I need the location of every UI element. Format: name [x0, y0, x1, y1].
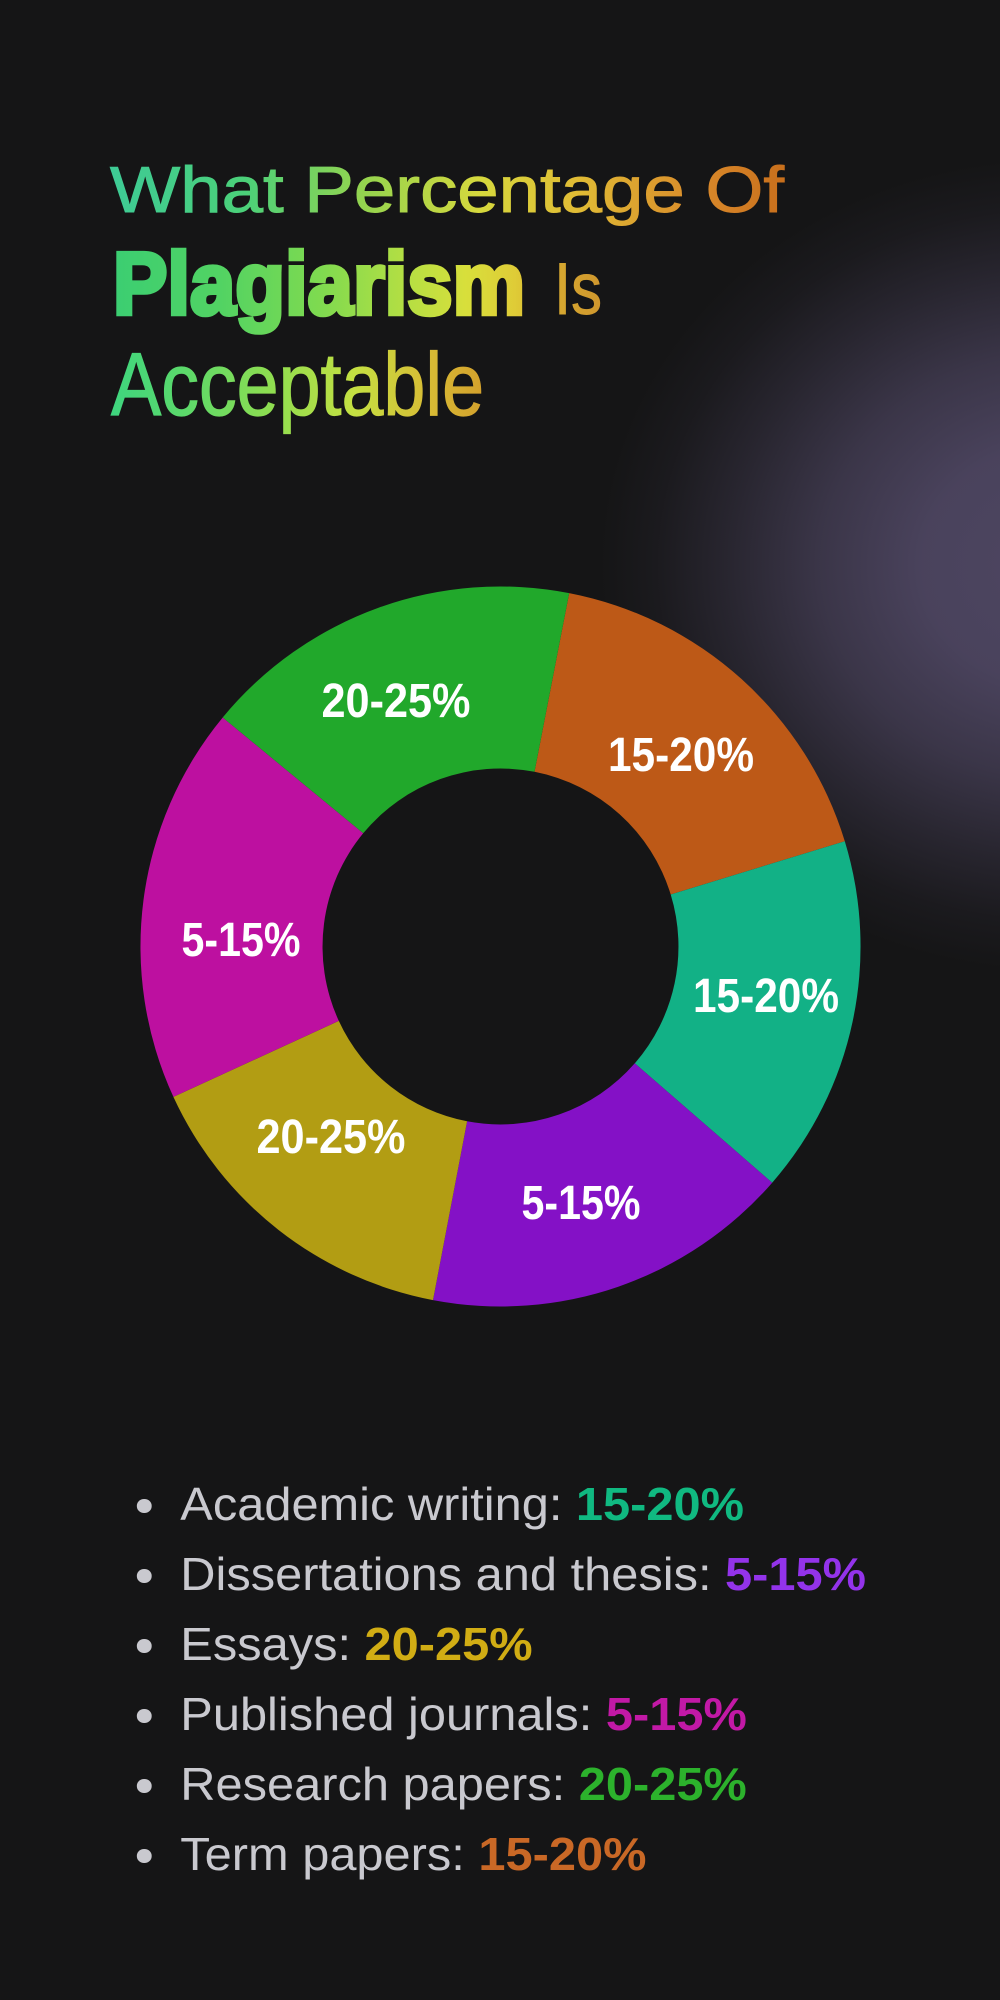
- svg-text:5-15%: 5-15%: [522, 1177, 641, 1230]
- svg-text:20-25%: 20-25%: [257, 1111, 406, 1164]
- svg-text:5-15%: 5-15%: [182, 914, 301, 967]
- svg-text:15-20%: 15-20%: [693, 970, 839, 1023]
- svg-text:Is: Is: [554, 249, 602, 330]
- svg-text:What Percentage Of: What Percentage Of: [110, 153, 785, 226]
- svg-text:Plagiarism: Plagiarism: [113, 234, 525, 333]
- svg-text:15-20%: 15-20%: [608, 729, 754, 782]
- svg-text:20-25%: 20-25%: [322, 675, 471, 728]
- svg-text:Acceptable: Acceptable: [111, 334, 484, 434]
